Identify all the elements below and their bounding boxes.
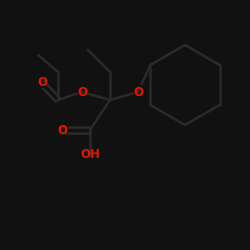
Text: OH: OH xyxy=(78,148,102,162)
Text: O: O xyxy=(37,76,47,90)
Text: O: O xyxy=(76,84,88,100)
Text: O: O xyxy=(133,86,143,98)
Text: O: O xyxy=(36,76,48,90)
Text: O: O xyxy=(57,124,67,136)
Text: O: O xyxy=(56,122,68,138)
Text: O: O xyxy=(77,86,87,98)
Text: O: O xyxy=(132,84,144,100)
Text: OH: OH xyxy=(80,148,100,162)
